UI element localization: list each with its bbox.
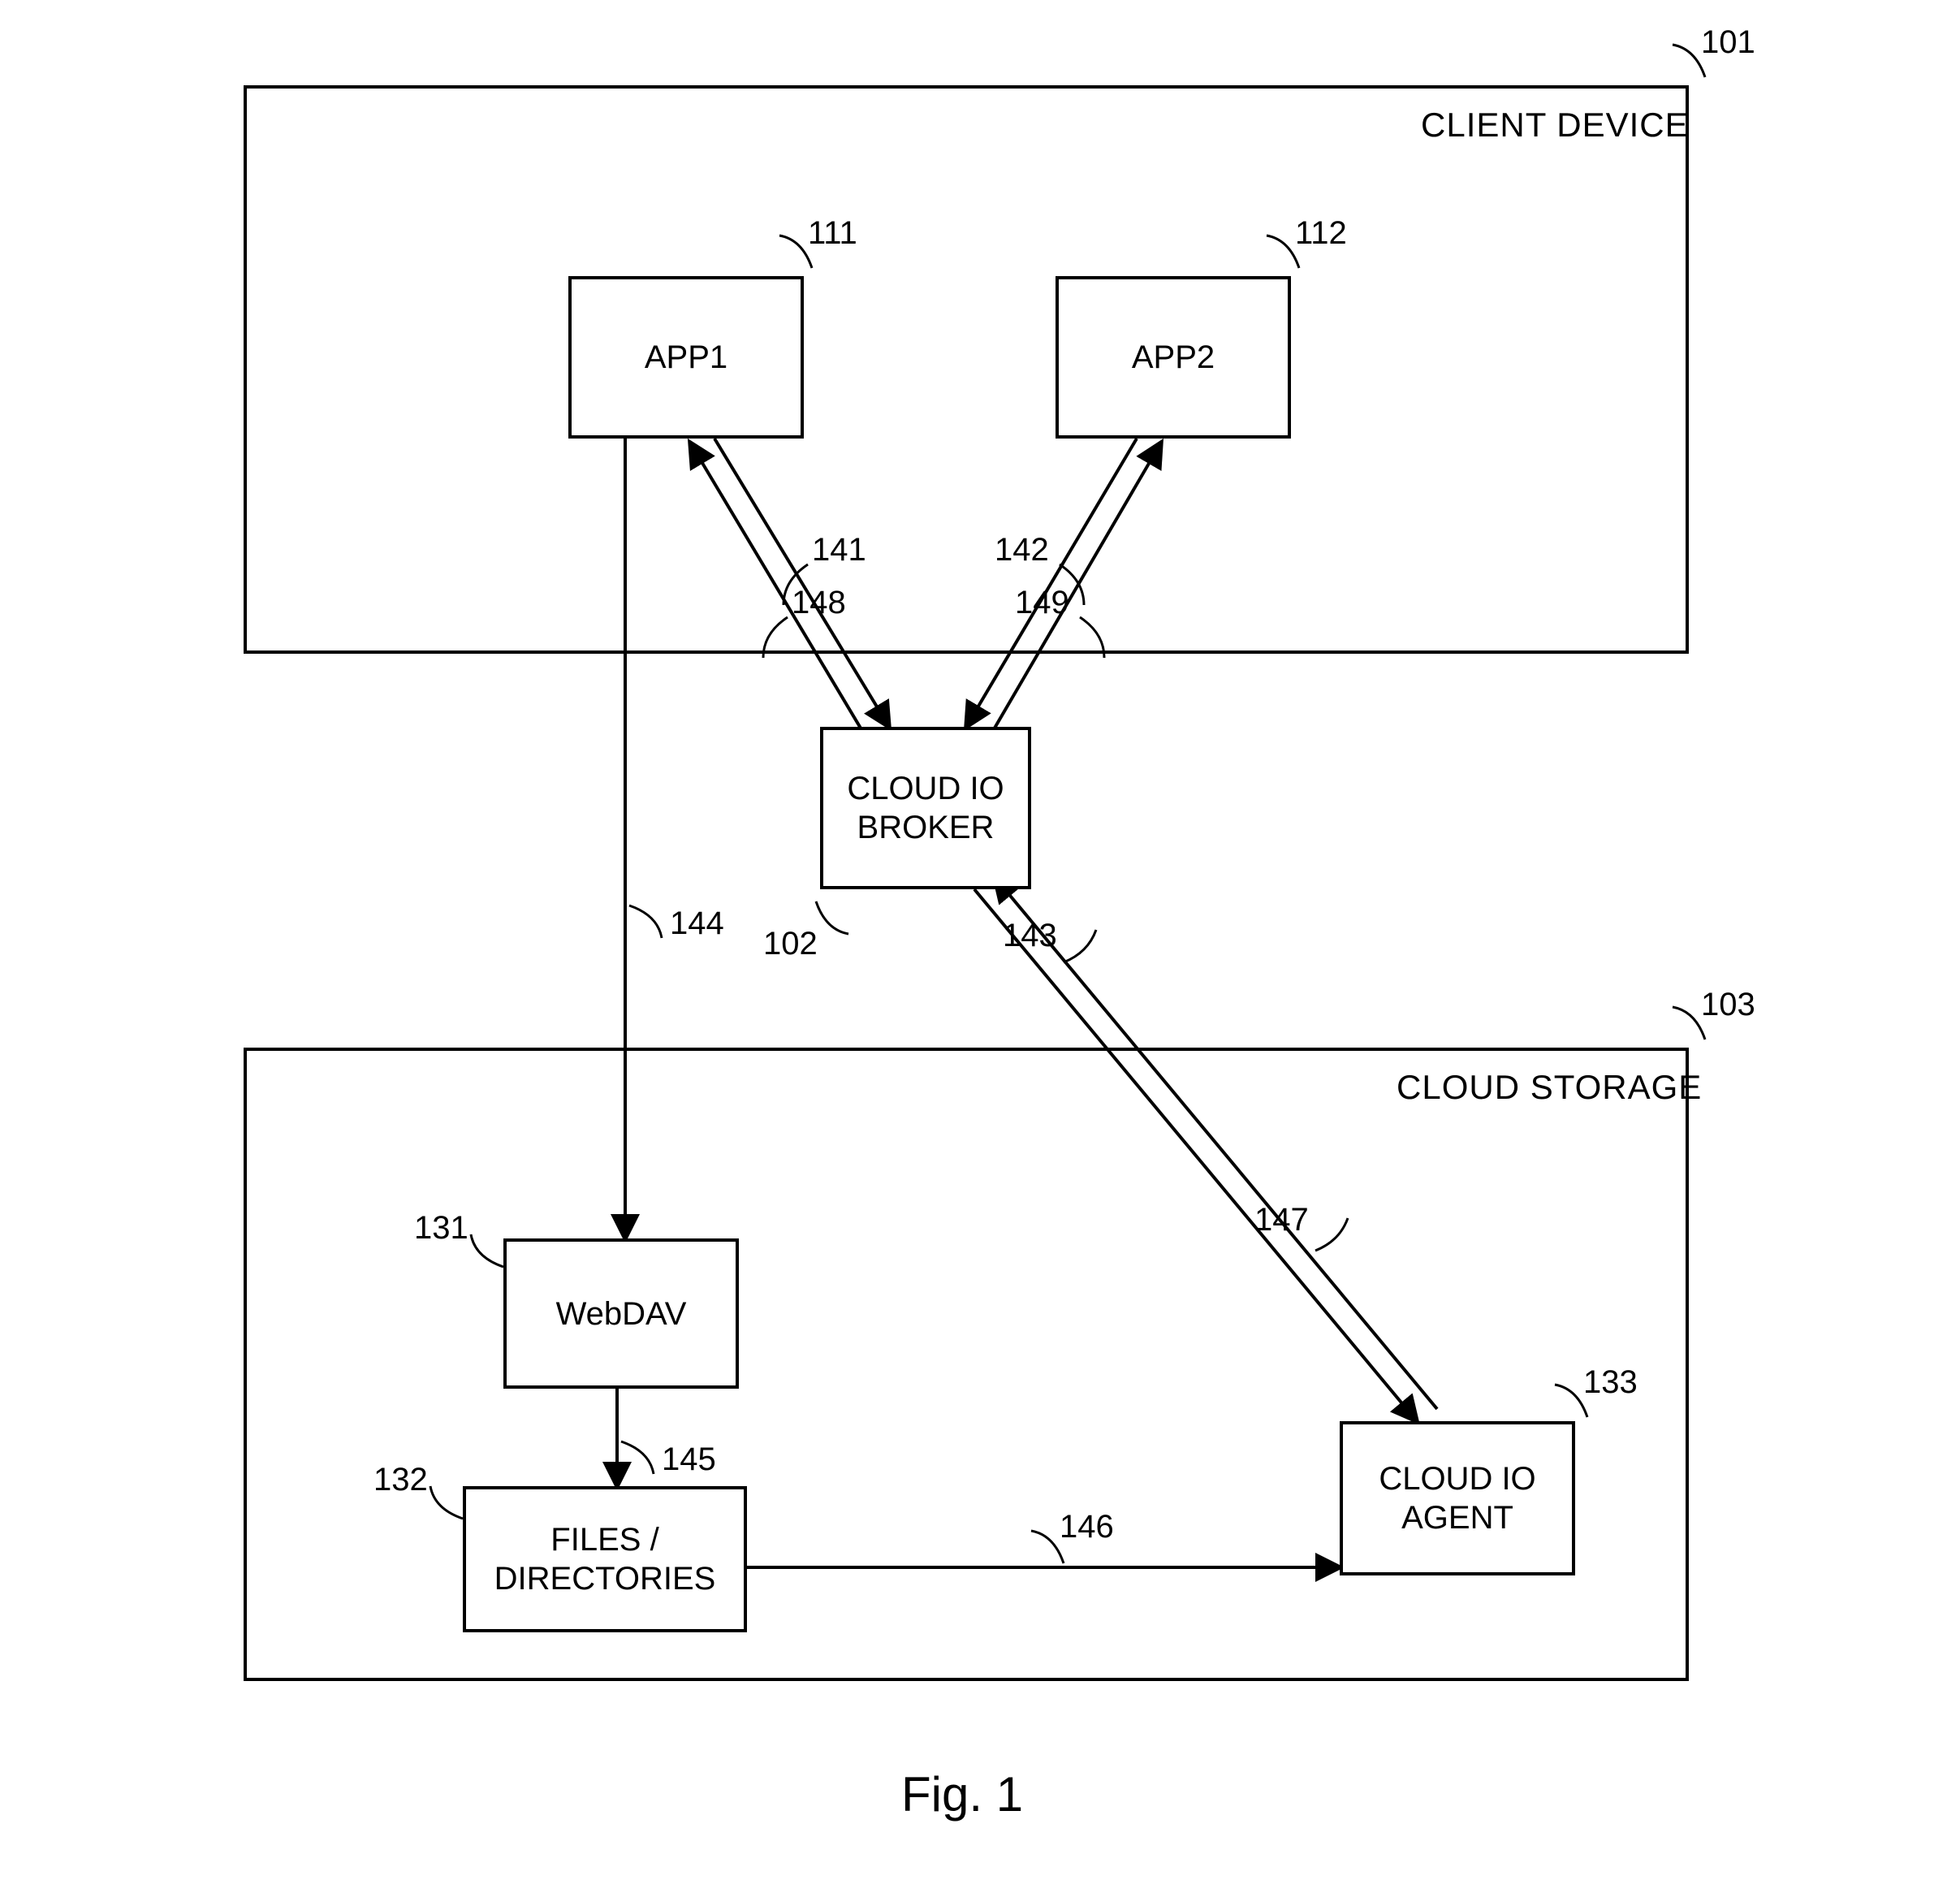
leader-102 [816, 901, 848, 934]
node-webdav-label: WebDAV [556, 1294, 687, 1333]
ref-132: 132 [373, 1462, 428, 1498]
node-files-label: FILES / DIRECTORIES [494, 1520, 716, 1598]
diagram-canvas: CLIENT DEVICE 101 CLOUD STORAGE 103 APP1… [0, 0, 1960, 1893]
ref-141: 141 [812, 532, 866, 568]
ref-101: 101 [1701, 24, 1755, 61]
ref-147: 147 [1254, 1202, 1309, 1238]
container-client-device [244, 85, 1689, 654]
ref-131: 131 [414, 1210, 468, 1247]
node-broker: CLOUD IO BROKER [820, 727, 1031, 889]
ref-102: 102 [763, 926, 818, 962]
node-webdav: WebDAV [503, 1238, 739, 1389]
leader-103 [1673, 1007, 1705, 1039]
ref-111: 111 [808, 215, 857, 252]
node-app1: APP1 [568, 276, 804, 439]
ref-146: 146 [1060, 1509, 1114, 1545]
ref-148: 148 [792, 585, 846, 621]
leader-144 [629, 905, 662, 938]
node-agent-label: CLOUD IO AGENT [1379, 1459, 1535, 1537]
ref-112: 112 [1295, 215, 1347, 252]
node-app2-label: APP2 [1132, 338, 1215, 377]
ref-144: 144 [670, 905, 724, 942]
figure-label: Fig. 1 [901, 1766, 1023, 1822]
ref-133: 133 [1583, 1364, 1638, 1401]
ref-149: 149 [1015, 585, 1069, 621]
node-app2: APP2 [1056, 276, 1291, 439]
container-cloud-storage [244, 1048, 1689, 1681]
leader-143 [1064, 930, 1096, 962]
ref-103: 103 [1701, 987, 1755, 1023]
node-broker-label: CLOUD IO BROKER [847, 769, 1004, 847]
ref-143: 143 [1003, 918, 1057, 954]
node-agent: CLOUD IO AGENT [1340, 1421, 1575, 1575]
container-cloud-storage-title: CLOUD STORAGE [1397, 1068, 1702, 1107]
ref-142: 142 [995, 532, 1049, 568]
node-app1-label: APP1 [645, 338, 727, 377]
leader-101 [1673, 45, 1705, 77]
node-files: FILES / DIRECTORIES [463, 1486, 747, 1632]
container-client-device-title: CLIENT DEVICE [1421, 106, 1689, 145]
ref-145: 145 [662, 1441, 716, 1478]
